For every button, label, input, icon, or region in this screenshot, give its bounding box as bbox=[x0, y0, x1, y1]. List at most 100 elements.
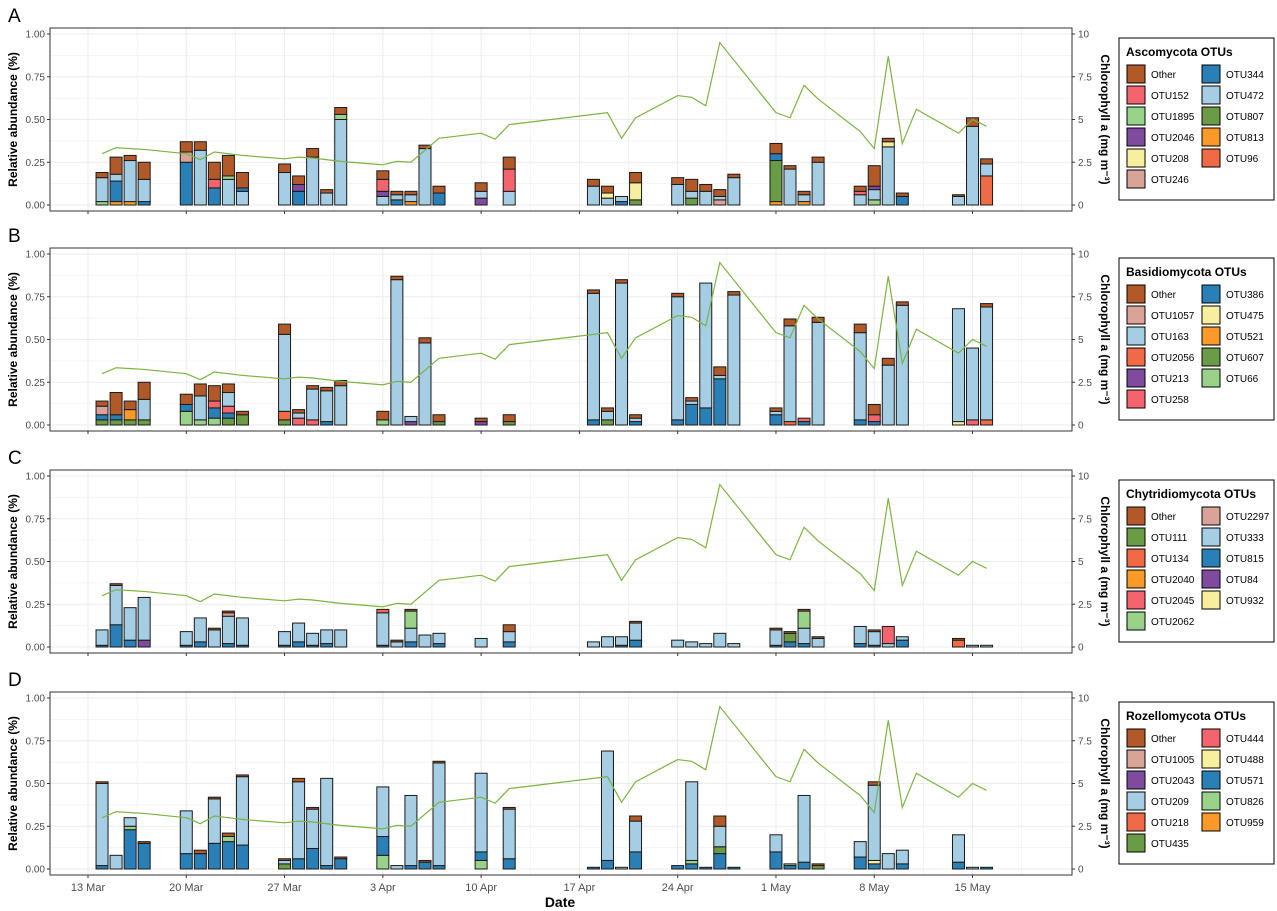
bar-stack bbox=[418, 634, 432, 648]
bar-stack bbox=[881, 625, 895, 648]
bar-stack bbox=[334, 629, 348, 648]
bar-stack bbox=[137, 381, 151, 426]
bar-stack bbox=[235, 617, 249, 648]
legend-key bbox=[1201, 812, 1221, 832]
legend-key bbox=[1201, 749, 1221, 769]
bar-segment bbox=[278, 410, 292, 421]
bar-segment bbox=[951, 639, 965, 648]
bar-stack bbox=[783, 165, 797, 206]
bar-segment bbox=[334, 107, 348, 115]
bar-segment bbox=[502, 641, 516, 648]
bar-stack bbox=[615, 636, 629, 648]
bar-stack bbox=[980, 866, 994, 870]
bar-segment bbox=[600, 407, 614, 412]
bar-segment bbox=[390, 639, 404, 643]
bar-stack bbox=[853, 625, 867, 648]
bar-stack bbox=[95, 172, 109, 206]
legend-label: Other bbox=[1151, 70, 1177, 81]
bar-stack bbox=[334, 107, 348, 206]
bar-stack bbox=[769, 142, 783, 206]
bar-stack bbox=[179, 631, 193, 648]
bar-segment bbox=[502, 421, 516, 426]
bar-segment bbox=[179, 810, 193, 855]
legend-label: OTU521 bbox=[1226, 332, 1264, 343]
y-tick-label-left: 0.50 bbox=[26, 557, 46, 568]
bar-stack bbox=[320, 777, 334, 870]
bar-segment bbox=[895, 863, 909, 870]
bar-segment bbox=[811, 156, 825, 163]
legend-key bbox=[1126, 833, 1146, 853]
bar-segment bbox=[137, 201, 151, 206]
bar-segment bbox=[193, 395, 207, 421]
bar-segment bbox=[502, 414, 516, 423]
bar-stack bbox=[376, 608, 390, 648]
bar-segment bbox=[179, 141, 193, 153]
y-tick-label-left: 0.50 bbox=[26, 335, 46, 346]
panel-letter: C bbox=[8, 448, 22, 469]
legend-key bbox=[1201, 728, 1221, 748]
bar-segment bbox=[966, 644, 980, 648]
legend-key bbox=[1126, 569, 1146, 589]
bar-segment bbox=[699, 282, 713, 409]
legend-key bbox=[1201, 305, 1221, 325]
bar-segment bbox=[207, 385, 221, 402]
y-axis-title-left: Relative abundance (%) bbox=[6, 52, 20, 187]
legend-key bbox=[1126, 548, 1146, 568]
bar-stack bbox=[615, 195, 629, 206]
legend: Basidiomycota OTUs Other OTU1057 OTU163 OTU2… bbox=[1118, 257, 1275, 421]
bar-segment bbox=[207, 798, 221, 844]
legend-label: OTU209 bbox=[1151, 797, 1189, 808]
legend-label: OTU152 bbox=[1151, 91, 1189, 102]
bar-segment bbox=[235, 410, 249, 416]
bar-stack bbox=[966, 117, 980, 206]
bar-segment bbox=[797, 627, 811, 645]
bar-segment bbox=[95, 201, 109, 206]
legend-label: OTU932 bbox=[1226, 596, 1264, 607]
bar-stack bbox=[278, 631, 292, 648]
bar-segment bbox=[292, 175, 306, 185]
bar-stack bbox=[629, 414, 643, 426]
bar-segment bbox=[306, 385, 320, 390]
chlorophyll-line bbox=[101, 41, 987, 166]
bar-segment bbox=[867, 414, 881, 423]
bar-segment bbox=[895, 639, 909, 648]
bar-stack bbox=[783, 863, 797, 870]
bar-segment bbox=[853, 419, 867, 426]
bar-stack bbox=[867, 629, 881, 648]
bar-stack bbox=[123, 154, 137, 206]
bar-segment bbox=[221, 612, 235, 617]
chlorophyll-line bbox=[101, 261, 987, 386]
bar-segment bbox=[292, 417, 306, 426]
bar-segment bbox=[502, 808, 516, 860]
legend-key bbox=[1126, 791, 1146, 811]
y-tick-label-right: 5 bbox=[1078, 335, 1084, 346]
bar-segment bbox=[292, 777, 306, 783]
y-axis-title-left: Relative abundance (%) bbox=[6, 716, 20, 851]
bar-segment bbox=[306, 148, 320, 158]
legend-label: Other bbox=[1151, 512, 1177, 523]
bar-stack bbox=[207, 627, 221, 648]
bar-segment bbox=[95, 172, 109, 179]
bar-segment bbox=[783, 641, 797, 648]
bar-stack bbox=[769, 627, 783, 648]
x-tick-label: 3 Apr bbox=[370, 882, 396, 894]
bar-segment bbox=[221, 175, 235, 180]
bar-segment bbox=[867, 199, 881, 206]
bar-segment bbox=[699, 866, 713, 870]
bar-segment bbox=[221, 412, 235, 419]
bar-segment bbox=[418, 148, 432, 206]
bar-segment bbox=[783, 632, 797, 643]
bar-segment bbox=[586, 185, 600, 206]
bar-segment bbox=[376, 178, 390, 192]
bar-segment bbox=[432, 414, 446, 423]
bar-stack bbox=[109, 392, 123, 426]
panels-layer: A 0.00 0.25 0.50 0.75 1.00 0 2.5 5 7.5 10 Relative … bbox=[6, 6, 1275, 878]
bar-stack bbox=[320, 189, 334, 206]
bar-stack bbox=[811, 156, 825, 206]
legend-key bbox=[1201, 64, 1221, 84]
bar-stack bbox=[376, 786, 390, 870]
bar-segment bbox=[769, 160, 783, 203]
bar-stack bbox=[418, 144, 432, 206]
bar-stack bbox=[727, 173, 741, 206]
bar-segment bbox=[769, 142, 783, 155]
